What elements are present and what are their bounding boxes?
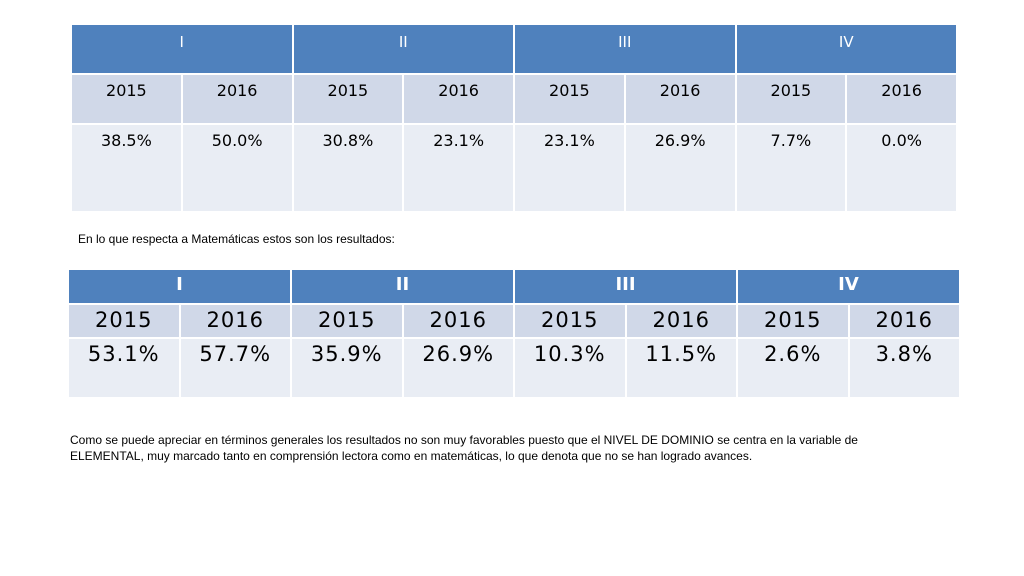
level-header-row: I II III IV: [70, 23, 958, 75]
value-cell: 23.1%: [402, 123, 515, 213]
level-header-row: I II III IV: [67, 268, 961, 305]
year-cell: 2015: [67, 303, 181, 339]
year-cell: 2016: [847, 303, 961, 339]
year-cell: 2016: [845, 73, 958, 125]
year-cell: 2016: [180, 73, 294, 125]
year-cell: 2016: [402, 73, 515, 125]
year-cell: 2015: [736, 303, 850, 339]
level-header-cell: IV: [736, 268, 961, 305]
year-cell: 2016: [178, 303, 292, 339]
value-cell: 0.0%: [845, 123, 958, 213]
year-cell: 2015: [290, 303, 404, 339]
value-cell: 53.1%: [67, 337, 181, 399]
value-cell: 26.9%: [401, 337, 515, 399]
year-cell: 2016: [624, 303, 738, 339]
value-cell: 38.5%: [70, 123, 183, 213]
year-cell: 2015: [70, 73, 183, 125]
year-cell: 2015: [734, 73, 848, 125]
level-header-cell: III: [513, 23, 737, 75]
value-cell: 26.9%: [623, 123, 737, 213]
value-cell: 7.7%: [734, 123, 848, 213]
value-row: 53.1% 57.7% 35.9% 26.9% 10.3% 11.5% 2.6%…: [67, 337, 961, 399]
value-row: 38.5% 50.0% 30.8% 23.1% 23.1% 26.9% 7.7%…: [70, 123, 958, 213]
level-header-cell: I: [70, 23, 294, 75]
intro-caption: En lo que respecta a Matemáticas estos s…: [78, 232, 395, 246]
value-cell: 3.8%: [847, 337, 961, 399]
level-header-cell: I: [67, 268, 292, 305]
value-cell: 2.6%: [736, 337, 850, 399]
year-cell: 2015: [513, 303, 627, 339]
level-header-cell: IV: [734, 23, 958, 75]
value-cell: 50.0%: [180, 123, 294, 213]
year-cell: 2016: [401, 303, 515, 339]
value-cell: 11.5%: [624, 337, 738, 399]
conclusion-paragraph: Como se puede apreciar en términos gener…: [70, 433, 858, 463]
value-cell: 35.9%: [290, 337, 404, 399]
level-header-cell: II: [290, 268, 515, 305]
value-cell: 57.7%: [178, 337, 292, 399]
year-cell: 2016: [623, 73, 737, 125]
year-row: 2015 2016 2015 2016 2015 2016 2015 2016: [67, 303, 961, 339]
value-cell: 10.3%: [513, 337, 627, 399]
lectura-results-table: I II III IV 2015 2016 2015 2016 2015 201…: [70, 23, 958, 213]
level-header-cell: III: [513, 268, 738, 305]
value-cell: 30.8%: [291, 123, 405, 213]
year-cell: 2015: [291, 73, 405, 125]
year-cell: 2015: [513, 73, 626, 125]
year-row: 2015 2016 2015 2016 2015 2016 2015 2016: [70, 73, 958, 125]
level-header-cell: II: [291, 23, 515, 75]
value-cell: 23.1%: [513, 123, 626, 213]
matematicas-results-table: I II III IV 2015 2016 2015 2016 2015 201…: [67, 268, 961, 399]
